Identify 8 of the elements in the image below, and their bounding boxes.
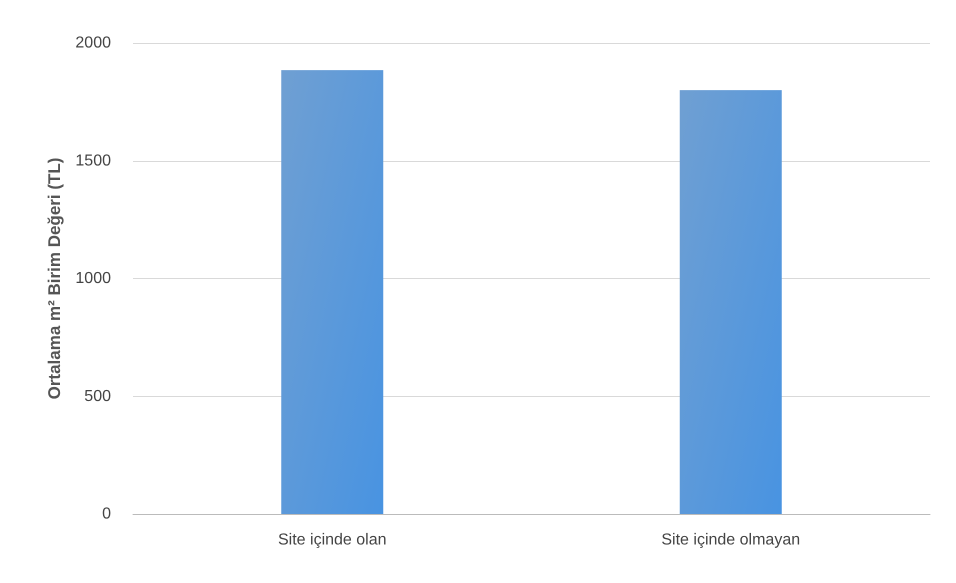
y-tick-label: 1000 xyxy=(75,270,112,287)
y-axis-title: Ortalama m² Birim Değeri (TL) xyxy=(45,158,64,400)
y-tick-label: 0 xyxy=(102,506,112,522)
y-tick-label: 2000 xyxy=(75,34,112,52)
x-tick-label: Site içinde olmayan xyxy=(661,532,800,548)
x-tick-label: Site içinde olan xyxy=(278,532,387,548)
y-tick-label: 1500 xyxy=(75,152,112,170)
y-tick-label: 500 xyxy=(84,388,112,405)
